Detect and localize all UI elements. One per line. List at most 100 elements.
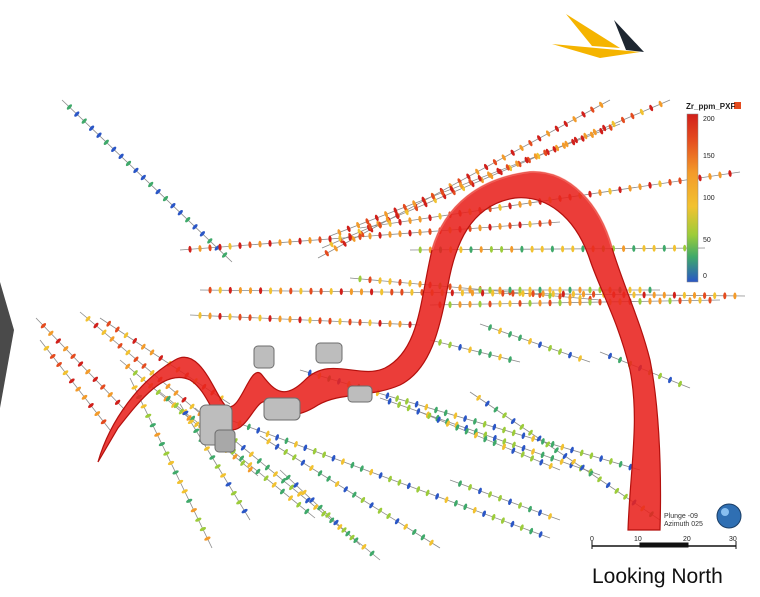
assay-marker bbox=[114, 326, 120, 333]
scale-label-20: 20 bbox=[683, 536, 691, 543]
assay-marker bbox=[482, 421, 487, 428]
assay-marker bbox=[424, 403, 429, 411]
assay-marker bbox=[518, 300, 522, 307]
assay-marker bbox=[75, 386, 82, 392]
assay-marker bbox=[248, 241, 252, 249]
legend-tick-0: 0 bbox=[703, 273, 707, 280]
assay-marker bbox=[209, 455, 216, 460]
assay-marker bbox=[338, 234, 342, 242]
assay-marker bbox=[240, 444, 246, 451]
assay-marker bbox=[498, 353, 502, 361]
legend-close-icon[interactable] bbox=[734, 102, 741, 109]
assay-marker bbox=[204, 536, 211, 541]
assay-marker bbox=[429, 539, 434, 546]
assay-marker bbox=[678, 380, 682, 388]
assay-marker bbox=[149, 423, 156, 428]
assay-marker bbox=[173, 402, 179, 409]
assay-marker bbox=[394, 518, 400, 525]
assay-marker bbox=[187, 419, 194, 425]
assay-marker bbox=[571, 245, 575, 253]
assay-marker bbox=[583, 132, 588, 140]
assay-marker bbox=[170, 203, 176, 209]
assay-marker bbox=[541, 290, 545, 298]
assay-marker bbox=[558, 293, 562, 300]
drillhole-trace bbox=[449, 479, 561, 521]
assay-marker bbox=[464, 428, 469, 435]
assay-marker bbox=[599, 101, 604, 108]
assay-marker bbox=[539, 459, 544, 466]
drillhole-trace bbox=[317, 99, 611, 259]
assay-marker bbox=[648, 297, 652, 305]
assay-marker bbox=[468, 300, 472, 308]
assay-marker bbox=[186, 498, 193, 503]
assay-marker bbox=[214, 464, 221, 469]
assay-marker bbox=[318, 236, 322, 244]
assay-marker bbox=[368, 319, 372, 327]
assay-marker bbox=[545, 130, 551, 137]
assay-marker bbox=[450, 289, 454, 297]
assay-marker bbox=[588, 470, 594, 477]
assay-marker bbox=[581, 290, 586, 298]
assay-marker bbox=[421, 196, 426, 204]
assay-marker bbox=[552, 146, 557, 153]
assay-marker bbox=[92, 376, 98, 382]
assay-marker bbox=[173, 390, 179, 396]
assay-marker bbox=[298, 237, 302, 245]
assay-marker bbox=[348, 318, 352, 326]
assay-marker bbox=[698, 174, 702, 182]
assay-marker bbox=[289, 287, 293, 295]
assay-marker bbox=[133, 356, 139, 363]
assay-marker bbox=[438, 339, 442, 346]
side-tab-arrow[interactable] bbox=[0, 282, 14, 408]
assay-marker bbox=[425, 489, 430, 497]
assay-marker bbox=[181, 489, 188, 494]
assay-marker bbox=[483, 435, 488, 443]
assay-marker bbox=[545, 148, 550, 156]
assay-marker bbox=[468, 346, 472, 354]
assay-marker bbox=[94, 411, 101, 417]
assay-marker bbox=[538, 291, 542, 299]
assay-marker bbox=[358, 319, 362, 326]
assay-marker bbox=[199, 231, 206, 237]
assay-marker bbox=[186, 415, 192, 421]
assay-marker bbox=[489, 246, 494, 253]
assay-marker bbox=[524, 156, 529, 164]
assay-marker bbox=[723, 292, 727, 300]
assay-marker bbox=[571, 290, 576, 298]
assay-marker bbox=[652, 291, 656, 299]
assay-marker bbox=[468, 484, 472, 491]
legend-tick-150: 150 bbox=[703, 153, 715, 160]
assay-marker bbox=[563, 120, 568, 127]
assay-marker bbox=[305, 497, 311, 504]
assay-marker bbox=[416, 408, 421, 415]
assay-marker bbox=[642, 245, 646, 252]
assay-marker bbox=[678, 177, 682, 185]
assay-marker bbox=[358, 275, 362, 283]
assay-marker bbox=[632, 291, 636, 299]
assay-marker bbox=[398, 218, 402, 226]
assay-marker bbox=[88, 403, 94, 408]
assay-marker bbox=[609, 458, 613, 465]
assay-marker bbox=[199, 527, 207, 532]
assay-marker bbox=[167, 460, 175, 466]
assay-marker bbox=[263, 475, 269, 482]
assay-marker bbox=[438, 212, 442, 220]
assay-marker bbox=[559, 458, 564, 465]
assay-marker bbox=[528, 286, 532, 294]
plunge-label: Plunge -09 bbox=[664, 513, 698, 520]
assay-marker bbox=[192, 224, 198, 230]
assay-marker bbox=[628, 184, 632, 192]
assay-marker bbox=[264, 464, 270, 471]
assay-marker bbox=[510, 245, 514, 253]
assay-marker bbox=[365, 218, 370, 225]
assay-marker bbox=[351, 235, 356, 242]
assay-marker bbox=[599, 127, 604, 135]
assay-marker bbox=[611, 120, 616, 128]
assay-marker bbox=[519, 524, 524, 531]
assay-marker bbox=[230, 490, 237, 496]
assay-marker bbox=[531, 448, 535, 455]
assay-marker bbox=[268, 240, 272, 247]
orientation-globe-icon[interactable] bbox=[716, 503, 742, 529]
assay-marker bbox=[408, 229, 412, 237]
assay-marker bbox=[378, 231, 382, 239]
